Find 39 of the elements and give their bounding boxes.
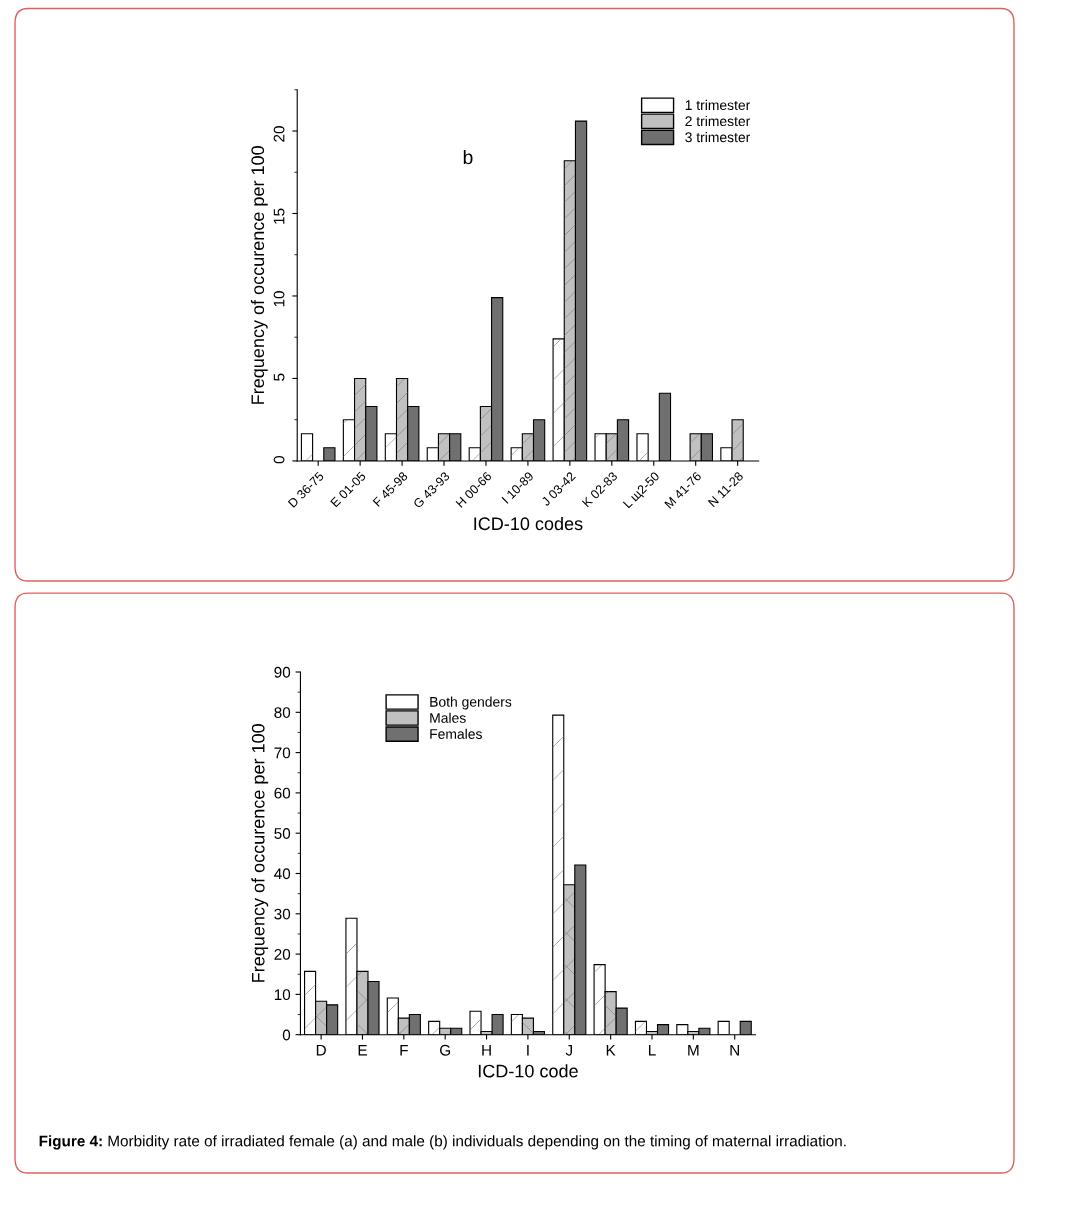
x-tick-label: J bbox=[565, 1044, 572, 1056]
y-tick-label: 10 bbox=[273, 291, 285, 307]
legend-label: Both genders bbox=[430, 696, 512, 710]
y-tick-label: 5 bbox=[273, 373, 285, 381]
y-axis-title: Frequency of occurence per 100 bbox=[251, 724, 269, 982]
x-tick-label: N bbox=[730, 1044, 739, 1056]
y-tick-label: 90 bbox=[274, 666, 291, 678]
legend-label: 1 trimester bbox=[685, 99, 751, 111]
annotation: b bbox=[463, 149, 473, 165]
x-axis-title: ICD-10 codes bbox=[474, 516, 583, 531]
caption: Figure 4: bbox=[39, 1135, 102, 1150]
x-tick-label: K bbox=[606, 1044, 616, 1056]
y-tick-label: 10 bbox=[274, 989, 291, 1001]
y-axis-title: Frequency of occurence per 100 bbox=[250, 146, 268, 404]
x-tick-label: D bbox=[316, 1044, 326, 1056]
y-tick-label: 30 bbox=[274, 908, 291, 920]
x-tick-label: G bbox=[440, 1044, 450, 1056]
y-tick-label: 20 bbox=[273, 126, 285, 142]
x-axis-title: ICD-10 code bbox=[478, 1064, 578, 1078]
x-tick-label: L bbox=[649, 1044, 656, 1056]
x-tick-label: M bbox=[688, 1044, 699, 1056]
y-tick-label: 20 bbox=[274, 948, 291, 960]
y-tick-label: 60 bbox=[274, 787, 291, 799]
text: Morbidity rate of irradiated female (a) and male (b) individuals depending on the timing of maternal irradiation. bbox=[108, 1135, 846, 1150]
x-tick-label: I bbox=[527, 1044, 529, 1056]
y-tick-label: 0 bbox=[273, 456, 285, 464]
y-tick-label: 40 bbox=[274, 868, 291, 880]
legend-label: 3 trimester bbox=[685, 131, 751, 143]
y-tick-label: 15 bbox=[273, 208, 285, 224]
y-tick-label: 0 bbox=[282, 1029, 291, 1041]
x-tick-label: E bbox=[358, 1044, 367, 1056]
y-tick-label: 50 bbox=[274, 828, 291, 839]
legend-label: 2 trimester bbox=[685, 115, 751, 127]
x-tick-label: F bbox=[400, 1044, 408, 1056]
legend-label: Males bbox=[430, 712, 466, 723]
x-tick-label: H bbox=[482, 1044, 491, 1056]
y-tick-label: 80 bbox=[274, 707, 291, 718]
legend-label: Females bbox=[430, 728, 482, 739]
y-tick-label: 70 bbox=[274, 747, 291, 759]
